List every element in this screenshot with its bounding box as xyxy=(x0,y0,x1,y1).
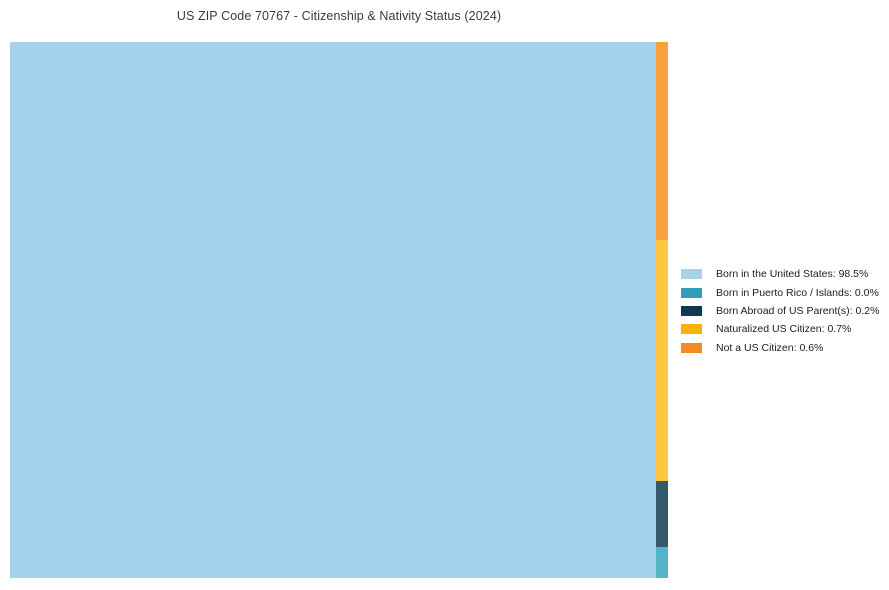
legend-item-born-in-us: Born in the United States: 98.5% xyxy=(681,265,879,283)
legend-swatch-not-us-citizen xyxy=(681,342,702,353)
treemap-rect-born-abroad xyxy=(656,481,668,547)
legend-swatch-born-in-us xyxy=(681,269,702,280)
treemap-rect-not-us-citizen xyxy=(656,42,668,240)
treemap-rect-naturalized xyxy=(656,240,668,481)
legend: Born in the United States: 98.5% Born in… xyxy=(681,265,879,357)
treemap-rect-born-puerto-rico xyxy=(656,547,668,578)
legend-swatch-born-puerto-rico xyxy=(681,287,702,298)
legend-label-naturalized: Naturalized US Citizen: 0.7% xyxy=(716,323,852,336)
treemap-plot-area xyxy=(10,42,668,578)
legend-label-born-puerto-rico: Born in Puerto Rico / Islands: 0.0% xyxy=(716,286,879,299)
chart-title: US ZIP Code 70767 - Citizenship & Nativi… xyxy=(176,9,502,23)
legend-label-born-abroad: Born Abroad of US Parent(s): 0.2% xyxy=(716,304,880,317)
legend-label-born-in-us: Born in the United States: 98.5% xyxy=(716,268,869,281)
legend-swatch-naturalized xyxy=(681,324,702,335)
legend-item-naturalized: Naturalized US Citizen: 0.7% xyxy=(681,320,879,338)
treemap-rect-born-in-us xyxy=(10,42,656,578)
legend-item-born-abroad: Born Abroad of US Parent(s): 0.2% xyxy=(681,302,879,320)
legend-swatch-born-abroad xyxy=(681,305,702,316)
legend-label-not-us-citizen: Not a US Citizen: 0.6% xyxy=(716,341,824,354)
legend-item-not-us-citizen: Not a US Citizen: 0.6% xyxy=(681,339,879,357)
legend-item-born-puerto-rico: Born in Puerto Rico / Islands: 0.0% xyxy=(681,283,879,301)
